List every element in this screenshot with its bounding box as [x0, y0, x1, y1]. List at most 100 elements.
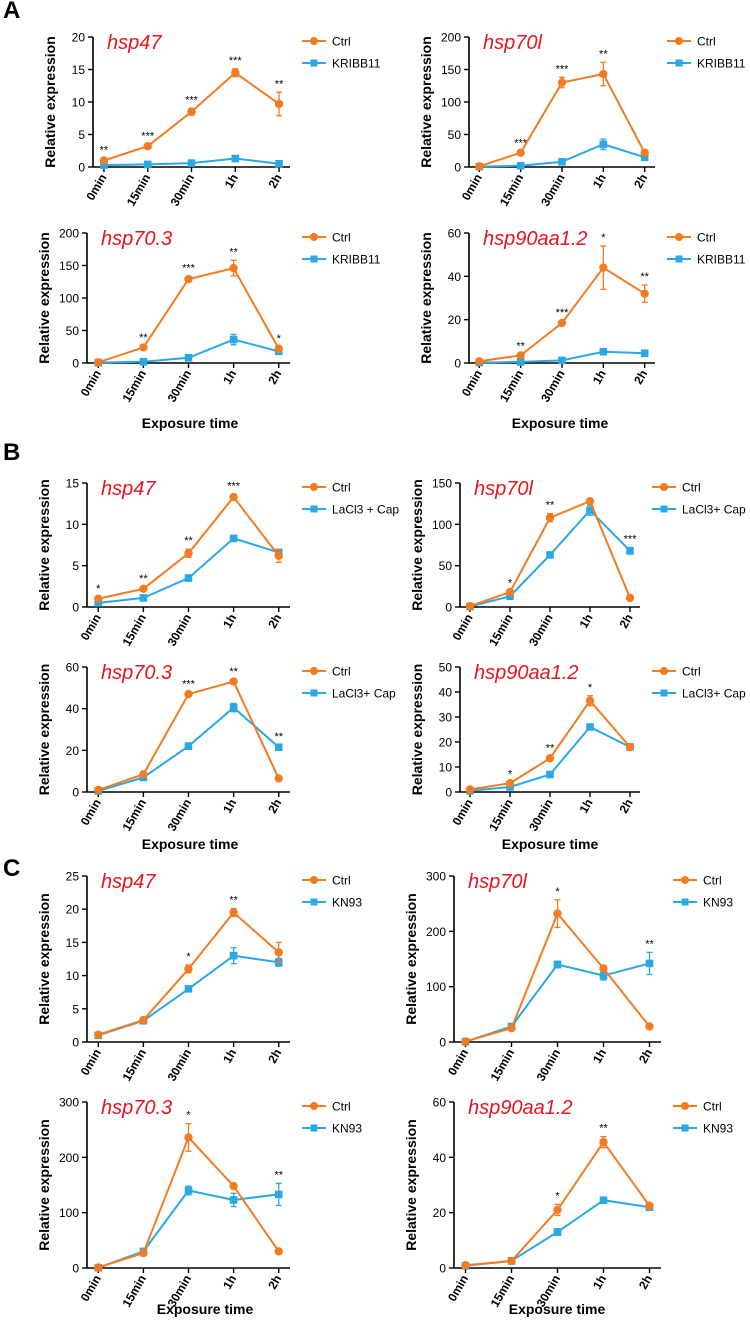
data-point-ctrl [184, 689, 193, 699]
data-point-ctrl [461, 1037, 470, 1046]
x-tick-label: 15min [120, 368, 149, 405]
y-axis-label: Relative expression [36, 232, 52, 364]
legend-label: KN93 [332, 1122, 362, 1136]
legend-label: LaCl3+ Cap [682, 503, 746, 517]
legend-label: Ctrl [332, 665, 351, 679]
data-point-ctrl [274, 948, 283, 957]
y-tick-label: 10 [66, 518, 80, 532]
significance-label: *** [556, 307, 570, 319]
significance-label: ** [274, 731, 283, 743]
data-point-ctrl [94, 1030, 103, 1039]
y-tick-label: 0 [72, 357, 79, 371]
y-axis-label: Relative expression [36, 1119, 52, 1251]
x-tick-label: 1h [220, 612, 239, 631]
legend-marker-treatment [310, 898, 318, 906]
x-tick-label: 1h [220, 368, 239, 387]
chart-title: hsp47 [101, 871, 156, 893]
y-tick-label: 0 [72, 1036, 79, 1050]
data-point-ctrl [229, 263, 238, 273]
legend-marker-treatment [310, 1124, 318, 1132]
significance-label: *** [556, 63, 570, 75]
data-point-ctrl [553, 909, 562, 918]
data-point-ctrl [99, 156, 109, 165]
data-point-ctrl [507, 1256, 516, 1266]
legend-marker-treatment [310, 255, 318, 263]
x-tick-label: 0min [459, 172, 485, 203]
data-point-ctrl [585, 496, 595, 506]
significance-label: ** [184, 535, 193, 547]
panel-letter-b: B [3, 439, 20, 466]
y-tick-label: 100 [441, 96, 461, 110]
significance-label: *** [141, 130, 155, 142]
x-tick-label: 2h [265, 368, 284, 387]
y-tick-label: 200 [426, 925, 446, 939]
x-tick-label: 15min [120, 797, 149, 834]
y-axis-label: Relative expression [418, 232, 434, 364]
data-point-treatment [558, 356, 566, 365]
legend-marker-treatment [681, 1124, 689, 1132]
y-tick-label: 40 [439, 686, 453, 700]
legend-label: KRIBB11 [697, 57, 746, 71]
legend-marker-treatment [675, 59, 683, 67]
x-tick-label: 1h [590, 1273, 609, 1292]
significance-label: ** [546, 742, 555, 754]
x-tick-label: 1h [220, 1047, 239, 1066]
data-point-treatment [546, 770, 554, 779]
data-point-ctrl [599, 69, 608, 79]
x-tick-label: 15min [120, 1273, 149, 1310]
data-point-ctrl [229, 908, 238, 917]
data-point-treatment [231, 154, 240, 163]
data-point-treatment [640, 349, 649, 358]
x-axis-label: Exposure time [142, 836, 239, 852]
x-tick-label: 30min [168, 172, 197, 209]
y-tick-label: 30 [439, 711, 453, 725]
x-tick-label: 30min [538, 368, 567, 405]
chart-title: hsp90aa1.2 [468, 1097, 573, 1119]
data-point-treatment [274, 743, 283, 752]
data-point-treatment [100, 161, 108, 169]
y-tick-label: 20 [448, 313, 462, 327]
significance-label: ** [229, 246, 238, 258]
data-point-ctrl [599, 263, 608, 272]
significance-label: * [508, 769, 513, 781]
legend-label: Ctrl [682, 665, 701, 679]
legend-label: Ctrl [682, 481, 701, 495]
data-point-treatment [274, 1190, 283, 1199]
y-tick-label: 50 [439, 559, 453, 573]
x-tick-label: 15min [488, 1047, 517, 1084]
x-tick-label: 1h [590, 172, 609, 191]
legend-label: Ctrl [703, 874, 722, 888]
series-line-ctrl [98, 495, 280, 600]
x-tick-label: 2h [265, 612, 284, 631]
x-tick-label: 0min [78, 1047, 104, 1078]
y-tick-label: 10 [66, 969, 80, 983]
data-point-treatment [184, 742, 193, 750]
data-point-treatment [275, 159, 283, 168]
x-tick-label: 30min [165, 368, 194, 405]
y-tick-label: 10 [72, 96, 86, 110]
data-point-treatment [553, 1228, 562, 1236]
legend-marker-treatment [310, 689, 318, 697]
data-point-ctrl [557, 318, 567, 328]
data-point-ctrl [599, 1137, 608, 1147]
legend-marker-treatment [660, 689, 668, 697]
chart-title: hsp47 [101, 478, 156, 500]
y-tick-label: 0 [72, 1262, 79, 1276]
legend-label: KRIBB11 [697, 253, 746, 267]
data-point-ctrl [625, 593, 635, 603]
y-tick-label: 0 [454, 161, 461, 175]
data-point-ctrl [585, 696, 595, 705]
legend-label: LaCl3 + Cap [332, 503, 399, 517]
x-tick-label: 30min [165, 1047, 194, 1084]
data-point-treatment [229, 534, 238, 543]
data-point-ctrl [545, 754, 555, 763]
data-point-ctrl [94, 785, 103, 795]
x-tick-label: 0min [78, 612, 104, 643]
y-axis-label: Relative expression [418, 36, 434, 168]
data-point-treatment [516, 161, 525, 170]
legend-label: Ctrl [697, 35, 716, 49]
legend-label: KN93 [332, 896, 362, 910]
significance-label: *** [182, 263, 196, 275]
